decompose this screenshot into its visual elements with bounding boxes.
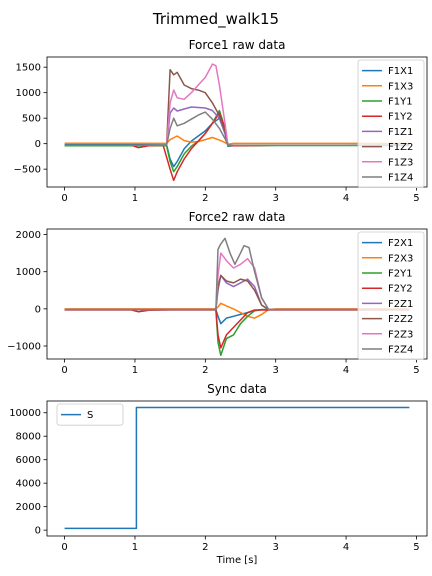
legend: F2X1 F2X3 F2Y1 F2Y2 F2Z1 F2Z2 F2Z3 F2Z4 <box>357 231 425 360</box>
legend-label: F1Z3 <box>388 157 413 168</box>
x-tick-label: 0 <box>61 193 67 204</box>
legend-label: F1Y2 <box>388 112 413 123</box>
legend-label: F2Y1 <box>388 269 413 280</box>
x-tick-label: 4 <box>343 542 349 553</box>
x-tick-label: 3 <box>273 542 279 553</box>
legend-item-F1X1: F1X1 <box>362 66 413 77</box>
legend-label: F2Z2 <box>388 314 413 325</box>
axes-frame <box>46 228 428 360</box>
series-group <box>64 406 410 530</box>
legend-label: F1Z1 <box>388 127 413 138</box>
x-tick-label: 1 <box>132 193 138 204</box>
x-tick-label: 0 <box>61 542 67 553</box>
legend-label: F1Z4 <box>388 173 413 184</box>
legend-item-F2X1: F2X1 <box>362 238 413 249</box>
legend-box <box>56 403 124 426</box>
series-line-F1X3 <box>64 135 410 145</box>
legend-label: F2Z1 <box>388 299 413 310</box>
y-tick-label: 0 <box>35 139 41 150</box>
x-tick-label: 0 <box>61 365 67 376</box>
chart-panel-3: Sync data 0 1 2 3 4 5 0 2000 4000 6000 8000 10000 Tim… <box>9 382 428 566</box>
x-tick-label: 2 <box>202 365 208 376</box>
legend-label: F2Z4 <box>388 345 413 356</box>
legend-item-F2Y2: F2Y2 <box>362 284 413 295</box>
y-tick-label: 1500 <box>16 63 41 74</box>
series-line-F2Z4 <box>64 237 410 311</box>
series-group <box>64 237 410 357</box>
x-tick-label: 2 <box>202 542 208 553</box>
y-tick-label: 4000 <box>16 479 41 490</box>
legend-label: F1Z2 <box>388 142 413 153</box>
x-tick-label: 1 <box>132 542 138 553</box>
axes-frame <box>46 56 428 188</box>
series-line-F1Z4 <box>64 111 410 146</box>
x-tick-label: 5 <box>413 542 419 553</box>
legend-label: F2X1 <box>388 238 413 249</box>
legend-item-S: S <box>61 410 93 421</box>
chart-panel-1: Force1 raw data 0 1 2 3 4 5 −500 0 500 1000 1500 F1X… <box>14 38 428 204</box>
legend-item-F1Z1: F1Z1 <box>362 127 413 138</box>
y-tick-label: −500 <box>14 165 41 176</box>
legend: S <box>56 403 124 426</box>
legend-label: F2Z3 <box>388 329 413 340</box>
legend-item-F1Z3: F1Z3 <box>362 157 413 168</box>
legend-label: F1Y1 <box>388 97 413 108</box>
x-tick-label: 5 <box>413 193 419 204</box>
chart-title: Force2 raw data <box>189 210 286 224</box>
legend-item-F2X3: F2X3 <box>362 253 413 264</box>
x-tick-label: 4 <box>343 365 349 376</box>
legend-box <box>357 59 425 188</box>
x-tick-label: 1 <box>132 365 138 376</box>
legend-item-F2Z3: F2Z3 <box>362 329 413 340</box>
figure-title: Trimmed_walk15 <box>152 10 279 29</box>
legend: F1X1 F1X3 F1Y1 F1Y2 F1Z1 F1Z2 F1Z3 F1Z4 <box>357 59 425 188</box>
legend-label: S <box>87 410 93 421</box>
x-tick-label: 5 <box>413 365 419 376</box>
y-tick-label: 2000 <box>16 230 41 241</box>
legend-item-F2Z1: F2Z1 <box>362 299 413 310</box>
axes-frame <box>46 400 428 537</box>
chart-title: Force1 raw data <box>189 38 286 52</box>
legend-label: F2X3 <box>388 253 413 264</box>
legend-box <box>357 231 425 360</box>
y-tick-label: 6000 <box>16 455 41 466</box>
x-axis-label: Time [s] <box>216 555 258 566</box>
series-group <box>64 63 410 182</box>
legend-item-F1Y2: F1Y2 <box>362 112 413 123</box>
chart-title: Sync data <box>207 382 267 396</box>
y-tick-label: 1000 <box>16 88 41 99</box>
x-tick-label: 3 <box>273 365 279 376</box>
y-tick-label: 0 <box>35 304 41 315</box>
legend-item-F1Z4: F1Z4 <box>362 173 413 184</box>
y-tick-label: 0 <box>35 526 41 537</box>
y-tick-label: 2000 <box>16 502 41 513</box>
x-tick-label: 3 <box>273 193 279 204</box>
legend-label: F2Y2 <box>388 284 413 295</box>
legend-label: F1X1 <box>388 66 413 77</box>
series-line-S <box>64 406 410 530</box>
legend-item-F2Z4: F2Z4 <box>362 345 413 356</box>
y-tick-label: 10000 <box>9 408 41 419</box>
legend-item-F1Y1: F1Y1 <box>362 97 413 108</box>
legend-label: F1X3 <box>388 81 413 92</box>
x-tick-label: 2 <box>202 193 208 204</box>
legend-item-F2Y1: F2Y1 <box>362 269 413 280</box>
legend-item-F1Z2: F1Z2 <box>362 142 413 153</box>
legend-item-F1X3: F1X3 <box>362 81 413 92</box>
y-tick-label: 1000 <box>16 267 41 278</box>
y-tick-label: −1000 <box>7 342 41 353</box>
y-tick-label: 500 <box>22 114 41 125</box>
x-tick-label: 4 <box>343 193 349 204</box>
legend-item-F2Z2: F2Z2 <box>362 314 413 325</box>
y-tick-label: 8000 <box>16 432 41 443</box>
